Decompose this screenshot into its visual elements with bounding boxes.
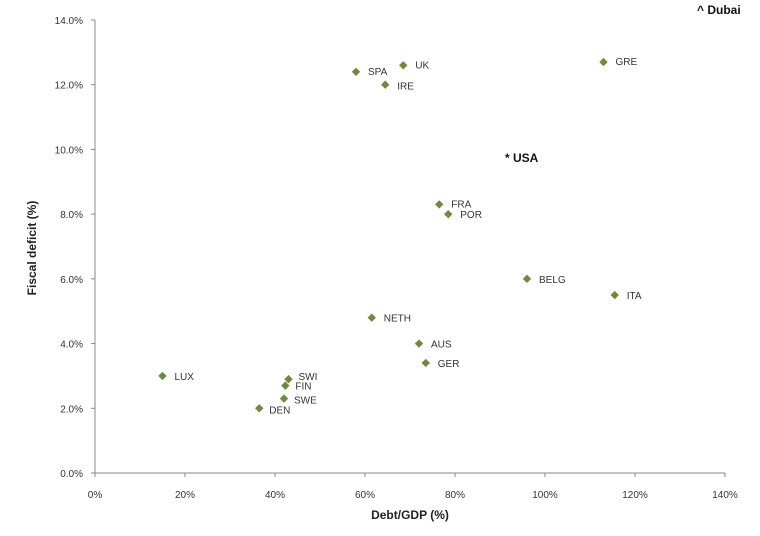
data-point-fra bbox=[435, 200, 444, 209]
x-tick-label: 80% bbox=[445, 490, 465, 501]
y-tick-label: 2.0% bbox=[60, 404, 83, 415]
x-tick-label: 20% bbox=[175, 490, 195, 501]
data-point-fin bbox=[281, 381, 290, 390]
point-label-gre: GRE bbox=[616, 57, 638, 68]
y-tick-label: 12.0% bbox=[55, 81, 83, 92]
data-point-swi bbox=[284, 374, 293, 384]
annotations: * USA ^ Dubai bbox=[505, 3, 741, 165]
point-label-den: DEN bbox=[269, 405, 290, 416]
data-point-neth bbox=[367, 313, 376, 322]
point-label-neth: NETH bbox=[384, 314, 411, 325]
x-tick-label: 140% bbox=[712, 490, 738, 501]
y-tick-label: 0.0% bbox=[60, 469, 83, 480]
annotation-usa: * USA bbox=[505, 151, 539, 165]
tick-labels: 0% 20% 40% 60% 80% 100% 120% 140% 0.0% 2.0% 4.0% 6.… bbox=[55, 16, 738, 501]
point-label-fin: FIN bbox=[295, 382, 311, 393]
data-point-belg bbox=[522, 274, 532, 284]
point-label-lux: LUX bbox=[175, 372, 195, 383]
data-point-den bbox=[255, 404, 264, 413]
point-label-ger: GER bbox=[438, 359, 460, 370]
x-tick-label: 40% bbox=[265, 490, 285, 501]
point-label-por: POR bbox=[460, 210, 482, 221]
point-label-fra: FRA bbox=[451, 199, 471, 210]
point-label-belg: BELG bbox=[539, 275, 566, 286]
point-label-uk: UK bbox=[415, 60, 429, 71]
x-tick-label: 60% bbox=[355, 490, 375, 501]
data-point-gre bbox=[599, 57, 608, 67]
data-point-aus bbox=[414, 339, 424, 348]
data-point-ita bbox=[610, 290, 619, 300]
point-label-ire: IRE bbox=[397, 82, 414, 93]
x-tick-label: 100% bbox=[532, 490, 558, 501]
y-axis-title: Fiscal deficit (%) bbox=[25, 201, 39, 296]
y-tick-label: 14.0% bbox=[55, 16, 83, 27]
data-point-spa bbox=[351, 67, 361, 76]
y-tick-label: 6.0% bbox=[60, 275, 83, 286]
point-label-swe: SWE bbox=[294, 396, 317, 407]
data-point-ire bbox=[381, 80, 390, 89]
axes bbox=[91, 19, 726, 477]
point-label-spa: SPA bbox=[368, 67, 388, 78]
x-tick-label: 120% bbox=[622, 490, 648, 501]
data-points bbox=[158, 57, 619, 413]
y-tick-label: 10.0% bbox=[55, 145, 83, 156]
data-point-uk bbox=[399, 61, 408, 70]
data-point-lux bbox=[158, 371, 167, 381]
x-axis-title: Debt/GDP (%) bbox=[371, 508, 449, 522]
data-point-ger bbox=[421, 358, 430, 368]
point-label-swi: SWI bbox=[299, 372, 318, 383]
x-tick-label: 0% bbox=[88, 490, 103, 501]
y-tick-label: 8.0% bbox=[60, 210, 83, 221]
point-label-ita: ITA bbox=[627, 291, 642, 302]
point-label-aus: AUS bbox=[431, 340, 452, 351]
data-point-swe bbox=[279, 394, 289, 403]
data-point-por bbox=[444, 209, 453, 219]
y-tick-label: 4.0% bbox=[60, 340, 83, 351]
annotation-dubai: ^ Dubai bbox=[697, 3, 741, 17]
